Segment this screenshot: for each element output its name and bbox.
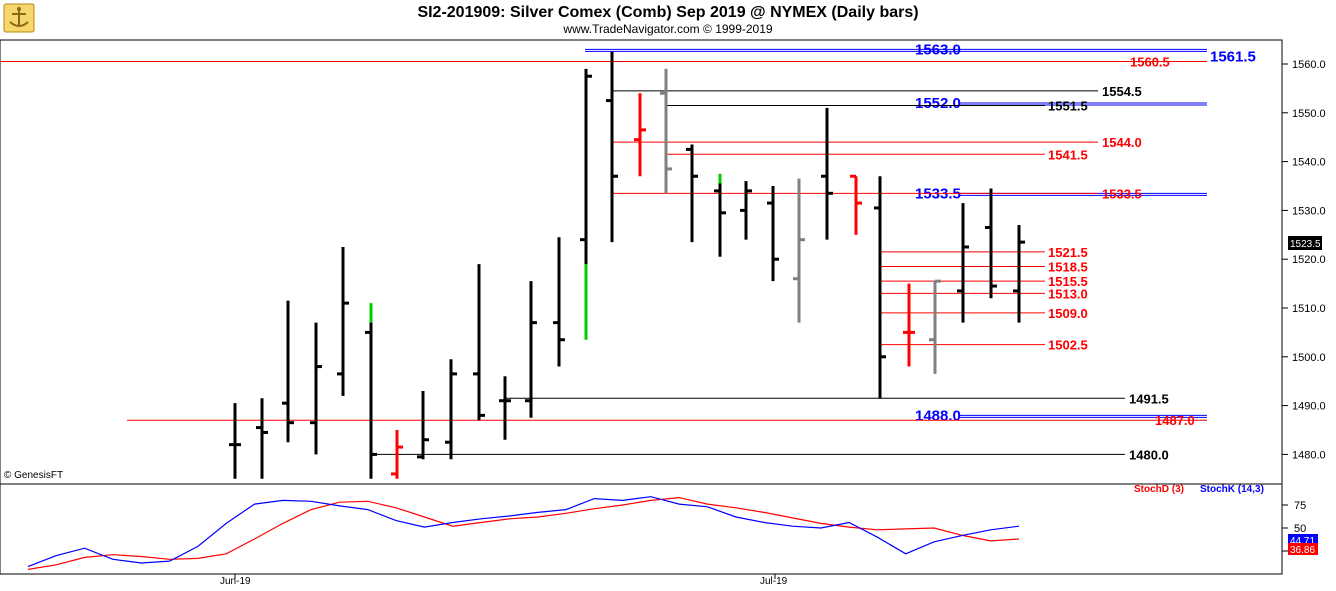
- ohlc-bar: [850, 174, 862, 235]
- level-label: 1554.5: [1102, 84, 1142, 99]
- ohlc-bar: [606, 51, 618, 243]
- level-label: 1563.0: [915, 41, 961, 58]
- ohlc-bar: [740, 181, 752, 240]
- stoch-d-legend: StochD (3): [1134, 484, 1184, 495]
- ohlc-bar: [714, 173, 726, 257]
- stoch-d-value: 36.86: [1290, 545, 1315, 556]
- level-label: 1552.0: [915, 95, 961, 112]
- level-label: 1518.5: [1048, 260, 1088, 275]
- chart-title: SI2-201909: Silver Comex (Comb) Sep 2019…: [417, 4, 918, 21]
- current-price-label: 1523.5: [1290, 239, 1321, 250]
- y-tick-label: 1550.0: [1292, 108, 1326, 120]
- level-label: 1513.0: [1048, 286, 1088, 301]
- ohlc-bar: [282, 300, 294, 443]
- current-price-marker: [1288, 236, 1322, 250]
- ohlc-bar: [821, 107, 833, 240]
- stoch-k-legend: StochK (14,3): [1200, 484, 1264, 495]
- level-label: 1560.5: [1130, 55, 1170, 70]
- level-label: 1487.0: [1155, 413, 1195, 428]
- ohlc-bar: [445, 359, 457, 460]
- ohlc-bar: [957, 203, 969, 323]
- stoch-tick-label: 75: [1294, 500, 1306, 512]
- y-tick-label: 1560.0: [1292, 59, 1326, 71]
- ohlc-bar: [337, 247, 349, 396]
- ohlc-bar: [985, 188, 997, 299]
- x-label-jul: Jul-19: [760, 576, 788, 587]
- y-tick-label: 1510.0: [1292, 303, 1326, 315]
- x-label-jun: Jun-19: [220, 576, 251, 587]
- level-label: 1480.0: [1129, 447, 1169, 462]
- ohlc-bar: [874, 176, 886, 399]
- ohlc-bar: [553, 237, 565, 367]
- ohlc-bar: [473, 264, 485, 421]
- chart-subtitle: www.TradeNavigator.com © 1999-2019: [562, 22, 772, 36]
- stoch-k-value: 44.71: [1290, 536, 1315, 547]
- stoch-tick-label: 50: [1294, 523, 1306, 535]
- ohlc-bar: [391, 430, 403, 479]
- trade-navigator-logo-icon: [3, 3, 35, 33]
- ohlc-bar: [1013, 225, 1025, 323]
- level-label: 1533.5: [1102, 186, 1142, 201]
- ohlc-bar: [686, 144, 698, 243]
- level-label: 1488.0: [915, 407, 961, 424]
- level-label: 1551.5: [1048, 98, 1088, 113]
- ohlc-bar: [767, 186, 779, 282]
- y-tick-label: 1540.0: [1292, 157, 1326, 169]
- ohlc-bar: [634, 93, 646, 177]
- level-label: 1509.0: [1048, 306, 1088, 321]
- level-label: 1541.5: [1048, 147, 1088, 162]
- y-tick-label: 1520.0: [1292, 254, 1326, 266]
- ohlc-bar: [499, 376, 511, 440]
- y-tick-label: 1500.0: [1292, 352, 1326, 364]
- ohlc-bar: [256, 398, 268, 479]
- y-tick-label: 1480.0: [1292, 449, 1326, 461]
- level-label: 1502.5: [1048, 338, 1088, 353]
- ohlc-bar: [525, 281, 537, 418]
- copyright-label: © GenesisFT: [4, 470, 63, 481]
- ohlc-bar: [417, 390, 429, 460]
- ohlc-bar: [310, 322, 322, 455]
- stoch-k-line: [27, 496, 1020, 568]
- ohlc-bar: [903, 283, 915, 367]
- ohlc-bar: [929, 279, 941, 374]
- ohlc-bar: [793, 178, 805, 323]
- stoch-d-line: [27, 496, 1020, 570]
- level-label: 1561.5: [1210, 49, 1256, 66]
- level-label: 1544.0: [1102, 135, 1142, 150]
- level-label: 1491.5: [1129, 391, 1169, 406]
- level-label: 1515.5: [1048, 274, 1088, 289]
- ohlc-bar: [660, 68, 672, 194]
- ohlc-bar: [365, 303, 377, 479]
- ohlc-bar: [229, 403, 241, 479]
- y-tick-label: 1490.0: [1292, 401, 1326, 413]
- y-tick-label: 1530.0: [1292, 205, 1326, 217]
- ohlc-bar: [580, 68, 592, 340]
- level-label: 1521.5: [1048, 245, 1088, 260]
- stoch-d-value-bg: [1288, 543, 1318, 555]
